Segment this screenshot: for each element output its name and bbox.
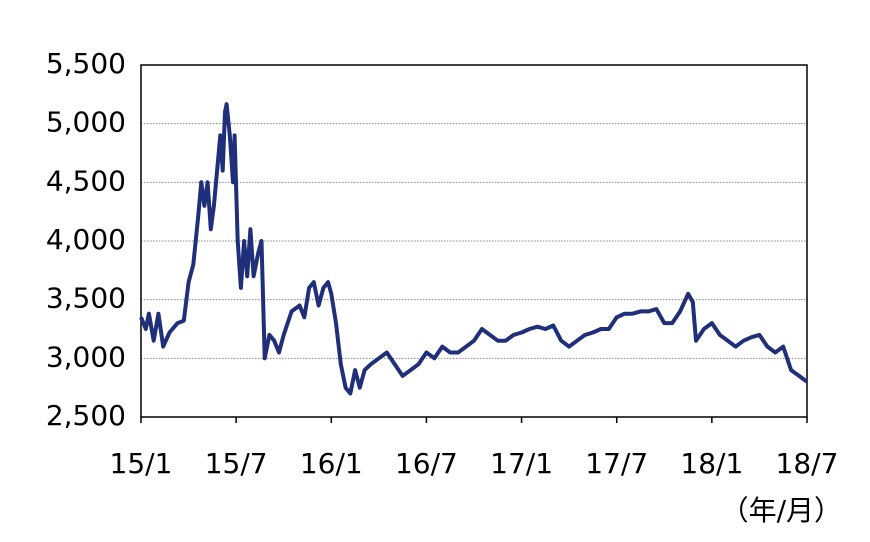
y-tick-label: 4,000 [46,223,126,256]
x-tick-label: 16/1 [300,447,363,480]
y-tick-label: 4,500 [46,164,126,197]
x-tick-label: 18/1 [680,447,743,480]
x-tick-label: 17/7 [585,447,648,480]
y-tick-label: 5,500 [46,47,126,80]
y-tick-label: 3,000 [46,340,126,373]
x-tick-label: 18/7 [776,447,839,480]
x-axis-unit: （年/月） [721,494,842,527]
x-tick-label: 17/1 [490,447,553,480]
y-tick-label: 3,500 [46,282,126,315]
y-tick-label: 2,500 [46,399,126,432]
y-tick-label: 5,000 [46,106,126,139]
x-tick-label: 15/1 [110,447,173,480]
x-tick-label: 15/7 [205,447,268,480]
plot-frame [140,64,808,418]
x-tick-label: 16/7 [395,447,458,480]
price-line [139,102,809,396]
